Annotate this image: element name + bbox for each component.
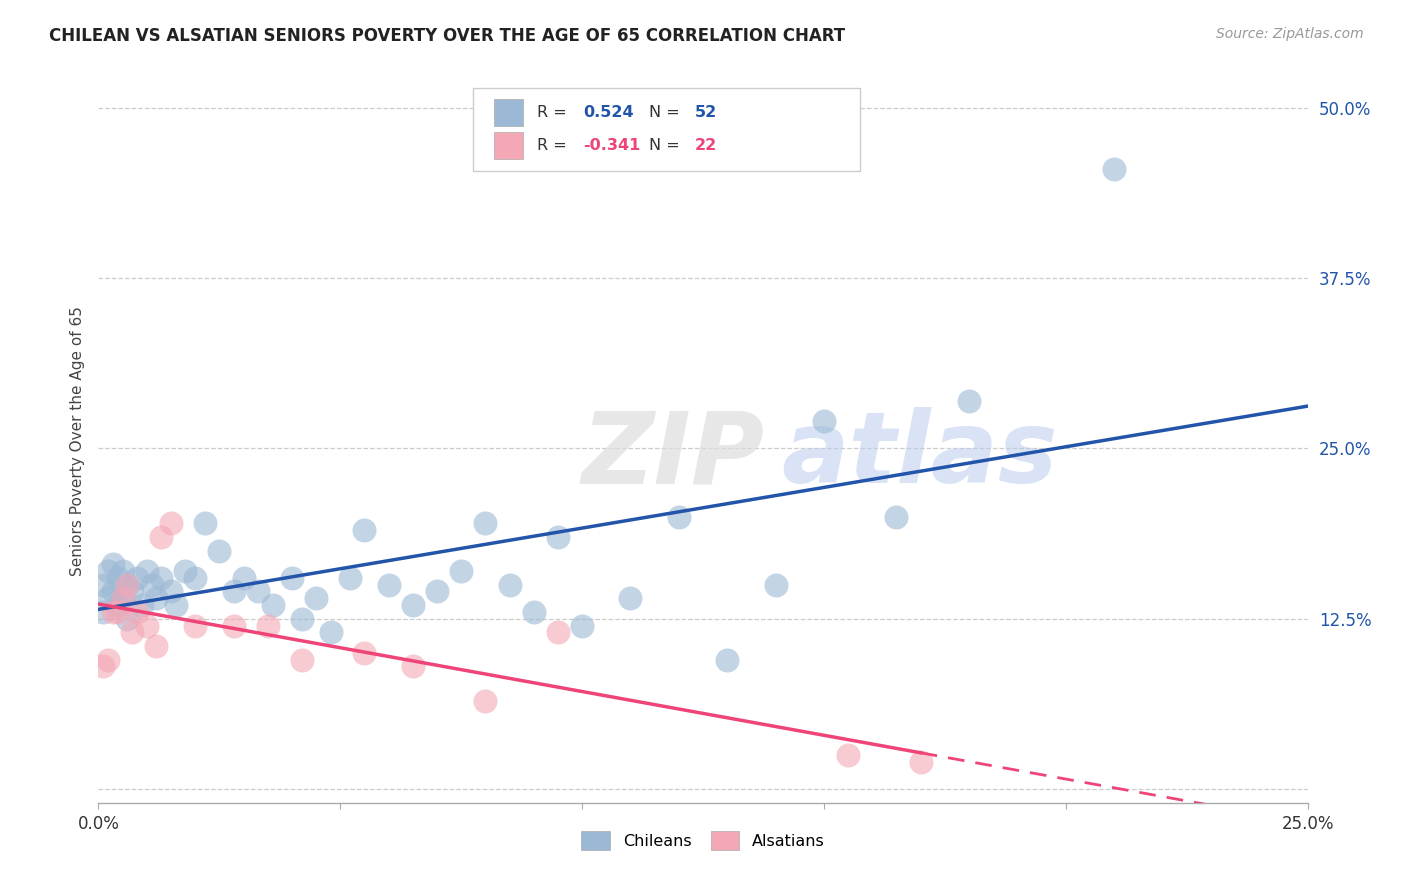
Point [117,612,139,626]
Text: N =: N = [648,105,685,120]
Point [91,577,114,591]
Point [571,618,593,632]
Text: CHILEAN VS ALSATIAN SENIORS POVERTY OVER THE AGE OF 65 CORRELATION CHART: CHILEAN VS ALSATIAN SENIORS POVERTY OVER… [49,27,845,45]
Point [135,618,157,632]
Point [117,577,139,591]
Point [121,584,143,599]
Point [107,605,129,619]
Point [402,659,425,673]
Text: R =: R = [537,105,572,120]
Point [305,591,328,606]
Point [450,564,472,578]
Text: N =: N = [648,138,685,153]
Point [135,564,157,578]
Point [150,571,173,585]
Point [117,577,139,591]
Point [208,543,231,558]
Point [97,653,120,667]
FancyBboxPatch shape [494,132,523,160]
Point [165,598,187,612]
Point [547,530,569,544]
Y-axis label: Seniors Poverty Over the Age of 65: Seniors Poverty Over the Age of 65 [69,307,84,576]
Point [474,693,496,707]
Point [339,571,361,585]
Point [222,584,245,599]
Text: Source: ZipAtlas.com: Source: ZipAtlas.com [1216,27,1364,41]
Point [402,598,425,612]
Point [97,564,120,578]
Point [150,530,173,544]
Point [111,591,134,606]
Point [353,646,375,660]
Point [121,625,143,640]
Point [107,598,129,612]
Point [957,393,980,408]
FancyBboxPatch shape [474,87,860,170]
Text: -0.341: -0.341 [583,138,641,153]
Point [111,591,134,606]
Point [1102,161,1125,176]
Point [107,571,129,585]
Point [247,584,270,599]
Point [765,577,787,591]
Point [91,659,114,673]
Point [910,755,932,769]
Point [281,571,304,585]
Point [290,612,312,626]
Point [474,516,496,531]
Point [111,564,134,578]
Point [141,577,163,591]
Point [127,605,149,619]
Point [290,653,312,667]
Point [716,653,738,667]
Point [886,509,908,524]
Point [837,748,859,763]
Point [101,558,124,572]
Text: 52: 52 [695,105,717,120]
Point [174,564,197,578]
Point [668,509,690,524]
Point [547,625,569,640]
FancyBboxPatch shape [494,99,523,126]
Point [426,584,449,599]
Point [160,584,183,599]
Point [619,591,641,606]
Text: R =: R = [537,138,572,153]
Point [91,605,114,619]
Point [256,618,278,632]
Point [353,523,375,537]
Point [127,571,149,585]
Point [498,577,520,591]
Point [194,516,217,531]
Point [319,625,342,640]
Point [184,571,207,585]
Point [262,598,284,612]
Point [101,584,124,599]
Point [184,618,207,632]
Text: atlas: atlas [782,408,1059,505]
Point [232,571,254,585]
Text: 22: 22 [695,138,717,153]
Point [377,577,399,591]
Point [523,605,546,619]
Point [145,639,167,653]
Point [145,591,167,606]
Text: ZIP: ZIP [582,408,765,505]
Point [222,618,245,632]
Text: 0.524: 0.524 [583,105,634,120]
Point [813,414,835,428]
Point [97,591,120,606]
Legend: Chileans, Alsatians: Chileans, Alsatians [575,825,831,856]
Point [131,598,153,612]
Point [160,516,183,531]
Point [101,605,124,619]
